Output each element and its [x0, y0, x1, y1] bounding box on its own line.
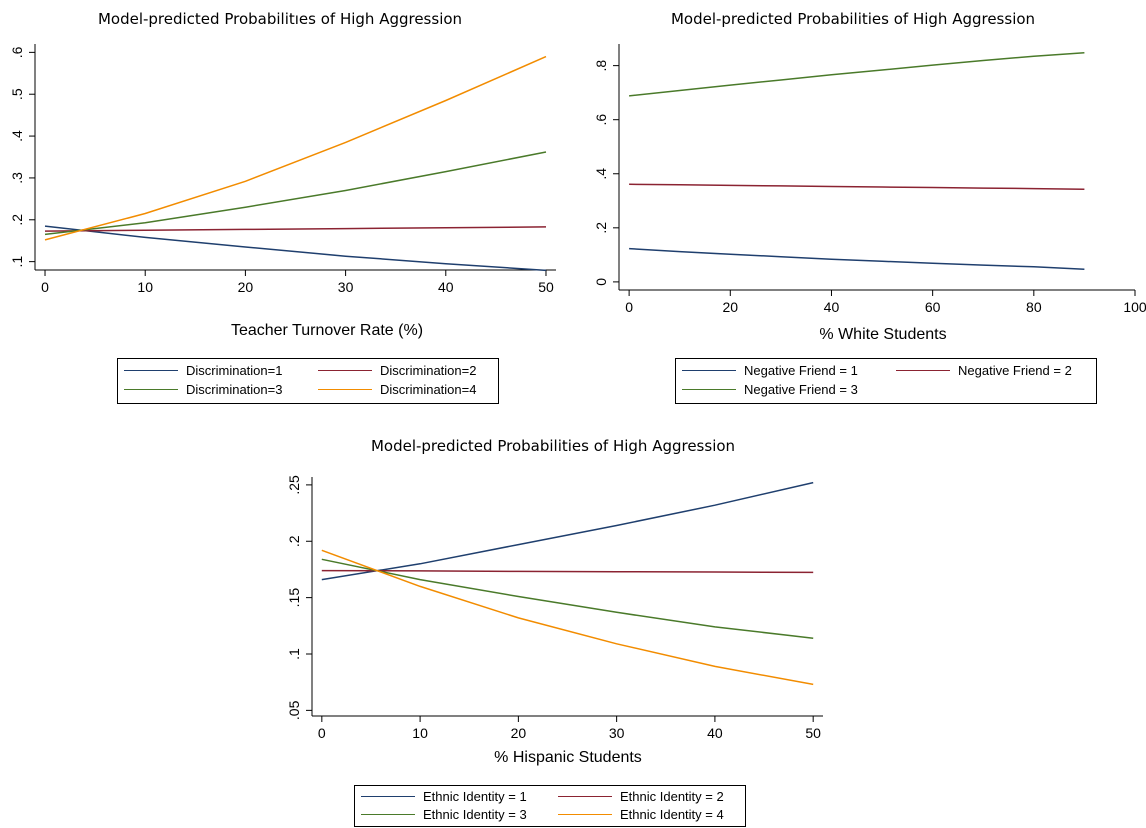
x-tick-label: 30 — [609, 725, 625, 741]
legend-swatch — [318, 369, 372, 371]
legend-item: Ethnic Identity = 1 — [361, 788, 527, 804]
series-line — [629, 51, 1085, 97]
x-tick-label: 20 — [238, 279, 254, 295]
y-tick-label: .8 — [593, 60, 609, 72]
legend-label: Ethnic Identity = 1 — [423, 788, 527, 804]
legend-label: Ethnic Identity = 4 — [620, 806, 724, 822]
x-tick-label: 40 — [824, 299, 840, 315]
legend-item: Ethnic Identity = 3 — [361, 806, 527, 822]
x-axis-label: % Hispanic Students — [494, 749, 642, 766]
legend-swatch — [361, 813, 415, 815]
x-tick-label: 40 — [707, 725, 723, 741]
series-line — [321, 569, 814, 574]
y-tick-label: .4 — [9, 130, 25, 142]
chart-panel-turnover: Model-predicted Probabilitıes of High Ag… — [0, 0, 573, 410]
x-tick-label: 60 — [925, 299, 941, 315]
legend-label: Discrimination=1 — [186, 362, 283, 378]
y-tick-label: 0 — [593, 278, 609, 286]
y-tick-label: .4 — [593, 168, 609, 180]
legend-swatch — [682, 369, 736, 371]
series-line — [321, 558, 814, 639]
legend-label: Ethnic Identity = 3 — [423, 806, 527, 822]
x-tick-label: 30 — [338, 279, 354, 295]
plot-area: 0 10 20 30 40 50 .05 .1 .15 .2 .25 — [286, 475, 823, 741]
chart-panel-hispanic-students: Model-predicted Probabilities of High Ag… — [270, 425, 850, 828]
plot-area: 0 20 40 60 80 100 0 .2 .4 .6 .8 — [593, 44, 1146, 315]
series-line — [44, 55, 547, 241]
x-tick-label: 100 — [1123, 299, 1146, 315]
legend-label: Negative Friend = 3 — [744, 381, 858, 397]
legend-label: Discrimination=4 — [380, 381, 477, 397]
series-line — [44, 151, 547, 236]
x-tick-label: 0 — [41, 279, 49, 295]
legend-item: Ethnic Identity = 4 — [558, 806, 724, 822]
x-tick-label: 50 — [805, 725, 821, 741]
y-tick-label: .25 — [286, 475, 302, 495]
x-axis-label: Teacher Turnover Rate (%) — [230, 322, 424, 339]
legend-swatch — [558, 813, 612, 815]
legend: Ethnic Identity = 1 Ethnic Identity = 2 … — [354, 785, 746, 827]
x-tick-label: 20 — [511, 725, 527, 741]
y-tick-label: .6 — [593, 114, 609, 126]
x-tick-label: 80 — [1026, 299, 1042, 315]
legend-swatch — [318, 388, 372, 390]
legend-item: Discrimination=4 — [318, 381, 476, 397]
x-tick-label: 0 — [625, 299, 633, 315]
legend-swatch — [896, 369, 950, 371]
chart-panel-white-students: Model-predicted Probabilities of High Ag… — [573, 0, 1146, 410]
y-tick-label: .6 — [9, 46, 25, 58]
y-tick-label: .2 — [593, 222, 609, 234]
legend-label: Negative Friend = 1 — [744, 362, 858, 378]
y-tick-label: .1 — [9, 256, 25, 268]
legend-label: Discrimination=2 — [380, 362, 477, 378]
legend-label: Ethnic Identity = 2 — [620, 788, 724, 804]
legend-swatch — [124, 388, 178, 390]
chart-title: Model-predicted Probabilities of High Ag… — [370, 437, 736, 455]
chart-title: Model-predicted Probabilities of High Ag… — [670, 10, 1036, 28]
legend-item: Negative Friend = 2 — [896, 362, 1072, 378]
legend: Discrimination=1 Discrimination=2 Discri… — [117, 358, 499, 404]
y-tick-label: .15 — [286, 588, 302, 608]
y-tick-label: .5 — [9, 88, 25, 100]
legend-item: Discrimination=2 — [318, 362, 476, 378]
series-line — [44, 226, 547, 232]
x-tick-label: 10 — [412, 725, 428, 741]
series-line — [629, 183, 1085, 190]
x-tick-label: 40 — [438, 279, 454, 295]
x-tick-label: 50 — [538, 279, 554, 295]
legend-swatch — [361, 795, 415, 797]
x-axis-label: % White Students — [819, 326, 947, 343]
series-line — [44, 225, 547, 272]
x-tick-label: 10 — [137, 279, 153, 295]
legend-item: Discrimination=3 — [124, 381, 282, 397]
chart-title: Model-predicted Probabilitıes of High Ag… — [97, 10, 463, 28]
series-line — [321, 481, 814, 581]
legend-item: Discrimination=1 — [124, 362, 282, 378]
legend-swatch — [682, 388, 736, 390]
y-tick-label: .2 — [9, 214, 25, 226]
x-tick-label: 0 — [318, 725, 326, 741]
series-line — [629, 247, 1085, 270]
legend-item: Ethnic Identity = 2 — [558, 788, 724, 804]
legend-swatch — [558, 795, 612, 797]
legend-label: Negative Friend = 2 — [958, 362, 1072, 378]
legend-item: Negative Friend = 3 — [682, 381, 858, 397]
y-tick-label: .2 — [286, 535, 302, 547]
legend-item: Negative Friend = 1 — [682, 362, 858, 378]
y-tick-label: .3 — [9, 172, 25, 184]
y-tick-label: .1 — [286, 648, 302, 660]
legend-swatch — [124, 369, 178, 371]
x-tick-label: 20 — [723, 299, 739, 315]
series-line — [321, 549, 814, 686]
plot-area: 0 10 20 30 40 50 .1 .2 .3 .4 .5 .6 — [9, 44, 556, 295]
legend-label: Discrimination=3 — [186, 381, 283, 397]
legend: Negative Friend = 1 Negative Friend = 2 … — [675, 358, 1097, 404]
y-tick-label: .05 — [286, 700, 302, 720]
